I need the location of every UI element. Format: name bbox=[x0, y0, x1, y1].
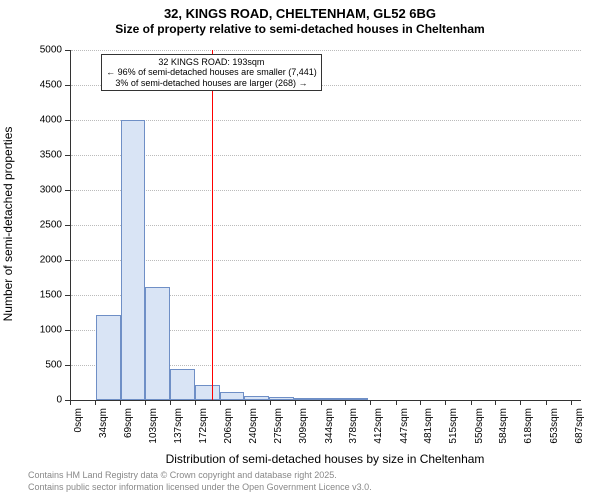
y-tick-label: 4000 bbox=[0, 115, 62, 126]
y-tick-label: 0 bbox=[0, 395, 62, 406]
x-tick-mark bbox=[571, 400, 572, 405]
gridline bbox=[71, 120, 581, 121]
x-tick-mark bbox=[445, 400, 446, 405]
x-tick-mark bbox=[145, 400, 146, 405]
x-tick-label: 550sqm bbox=[474, 408, 485, 444]
histogram-bar bbox=[343, 398, 368, 400]
x-tick-mark bbox=[546, 400, 547, 405]
footer-line-2: Contains public sector information licen… bbox=[0, 482, 600, 492]
y-tick-label: 500 bbox=[0, 360, 62, 371]
y-tick-mark bbox=[65, 225, 70, 226]
histogram-bar bbox=[96, 315, 121, 400]
y-tick-label: 3000 bbox=[0, 185, 62, 196]
x-tick-mark bbox=[420, 400, 421, 405]
x-tick-mark bbox=[270, 400, 271, 405]
histogram-bar bbox=[294, 398, 319, 400]
x-tick-mark bbox=[120, 400, 121, 405]
x-tick-mark bbox=[495, 400, 496, 405]
annotation-box: 32 KINGS ROAD: 193sqm← 96% of semi-detac… bbox=[101, 54, 322, 91]
x-tick-mark bbox=[295, 400, 296, 405]
histogram-bar bbox=[170, 369, 195, 401]
annotation-line-2: ← 96% of semi-detached houses are smalle… bbox=[106, 67, 317, 77]
plot-area: 32 KINGS ROAD: 193sqm← 96% of semi-detac… bbox=[70, 50, 581, 401]
x-tick-label: 344sqm bbox=[324, 408, 335, 444]
histogram-bar bbox=[195, 385, 220, 400]
x-tick-label: 137sqm bbox=[173, 408, 184, 444]
annotation-line-3: 3% of semi-detached houses are larger (2… bbox=[106, 78, 317, 88]
histogram-bar bbox=[244, 396, 269, 400]
gridline bbox=[71, 50, 581, 51]
x-tick-label: 584sqm bbox=[498, 408, 509, 444]
x-tick-mark bbox=[370, 400, 371, 405]
y-tick-label: 1500 bbox=[0, 290, 62, 301]
histogram-bar bbox=[220, 392, 245, 400]
x-tick-label: 103sqm bbox=[148, 408, 159, 444]
x-tick-label: 34sqm bbox=[98, 408, 109, 438]
x-tick-label: 275sqm bbox=[273, 408, 284, 444]
x-tick-label: 618sqm bbox=[523, 408, 534, 444]
y-tick-label: 3500 bbox=[0, 150, 62, 161]
gridline bbox=[71, 155, 581, 156]
chart-title-main: 32, KINGS ROAD, CHELTENHAM, GL52 6BG bbox=[0, 6, 600, 21]
histogram-bar bbox=[319, 398, 344, 400]
x-tick-mark bbox=[345, 400, 346, 405]
histogram-bar bbox=[145, 287, 170, 400]
x-tick-label: 412sqm bbox=[373, 408, 384, 444]
x-tick-label: 172sqm bbox=[198, 408, 209, 444]
y-tick-mark bbox=[65, 365, 70, 366]
x-tick-label: 447sqm bbox=[399, 408, 410, 444]
histogram-bar bbox=[269, 397, 294, 400]
x-tick-mark bbox=[195, 400, 196, 405]
y-tick-mark bbox=[65, 190, 70, 191]
x-tick-mark bbox=[95, 400, 96, 405]
y-tick-mark bbox=[65, 330, 70, 331]
y-tick-mark bbox=[65, 155, 70, 156]
x-tick-mark bbox=[520, 400, 521, 405]
x-tick-mark bbox=[170, 400, 171, 405]
y-tick-mark bbox=[65, 295, 70, 296]
x-tick-mark bbox=[321, 400, 322, 405]
x-tick-mark bbox=[220, 400, 221, 405]
annotation-line-1: 32 KINGS ROAD: 193sqm bbox=[106, 57, 317, 67]
x-tick-label: 653sqm bbox=[549, 408, 560, 444]
y-tick-label: 1000 bbox=[0, 325, 62, 336]
chart-container: { "chart": { "type": "histogram", "title… bbox=[0, 0, 600, 500]
footer-line-1: Contains HM Land Registry data © Crown c… bbox=[0, 470, 600, 480]
x-tick-label: 69sqm bbox=[123, 408, 134, 438]
marker-line bbox=[212, 50, 213, 400]
y-tick-mark bbox=[65, 260, 70, 261]
x-axis-label: Distribution of semi-detached houses by … bbox=[70, 452, 580, 466]
chart-title-sub: Size of property relative to semi-detach… bbox=[0, 22, 600, 36]
y-tick-mark bbox=[65, 85, 70, 86]
x-tick-label: 687sqm bbox=[574, 408, 585, 444]
x-tick-label: 206sqm bbox=[223, 408, 234, 444]
x-tick-label: 481sqm bbox=[423, 408, 434, 444]
x-tick-label: 240sqm bbox=[248, 408, 259, 444]
y-tick-label: 2000 bbox=[0, 255, 62, 266]
gridline bbox=[71, 190, 581, 191]
y-tick-label: 4500 bbox=[0, 80, 62, 91]
gridline bbox=[71, 260, 581, 261]
gridline bbox=[71, 225, 581, 226]
y-tick-label: 5000 bbox=[0, 45, 62, 56]
x-tick-mark bbox=[471, 400, 472, 405]
y-tick-mark bbox=[65, 120, 70, 121]
x-tick-label: 0sqm bbox=[73, 408, 84, 432]
x-tick-mark bbox=[70, 400, 71, 405]
histogram-bar bbox=[121, 120, 146, 400]
x-tick-label: 378sqm bbox=[348, 408, 359, 444]
x-tick-label: 515sqm bbox=[448, 408, 459, 444]
x-tick-mark bbox=[245, 400, 246, 405]
y-tick-label: 2500 bbox=[0, 220, 62, 231]
x-tick-mark bbox=[396, 400, 397, 405]
y-tick-mark bbox=[65, 50, 70, 51]
x-tick-label: 309sqm bbox=[298, 408, 309, 444]
